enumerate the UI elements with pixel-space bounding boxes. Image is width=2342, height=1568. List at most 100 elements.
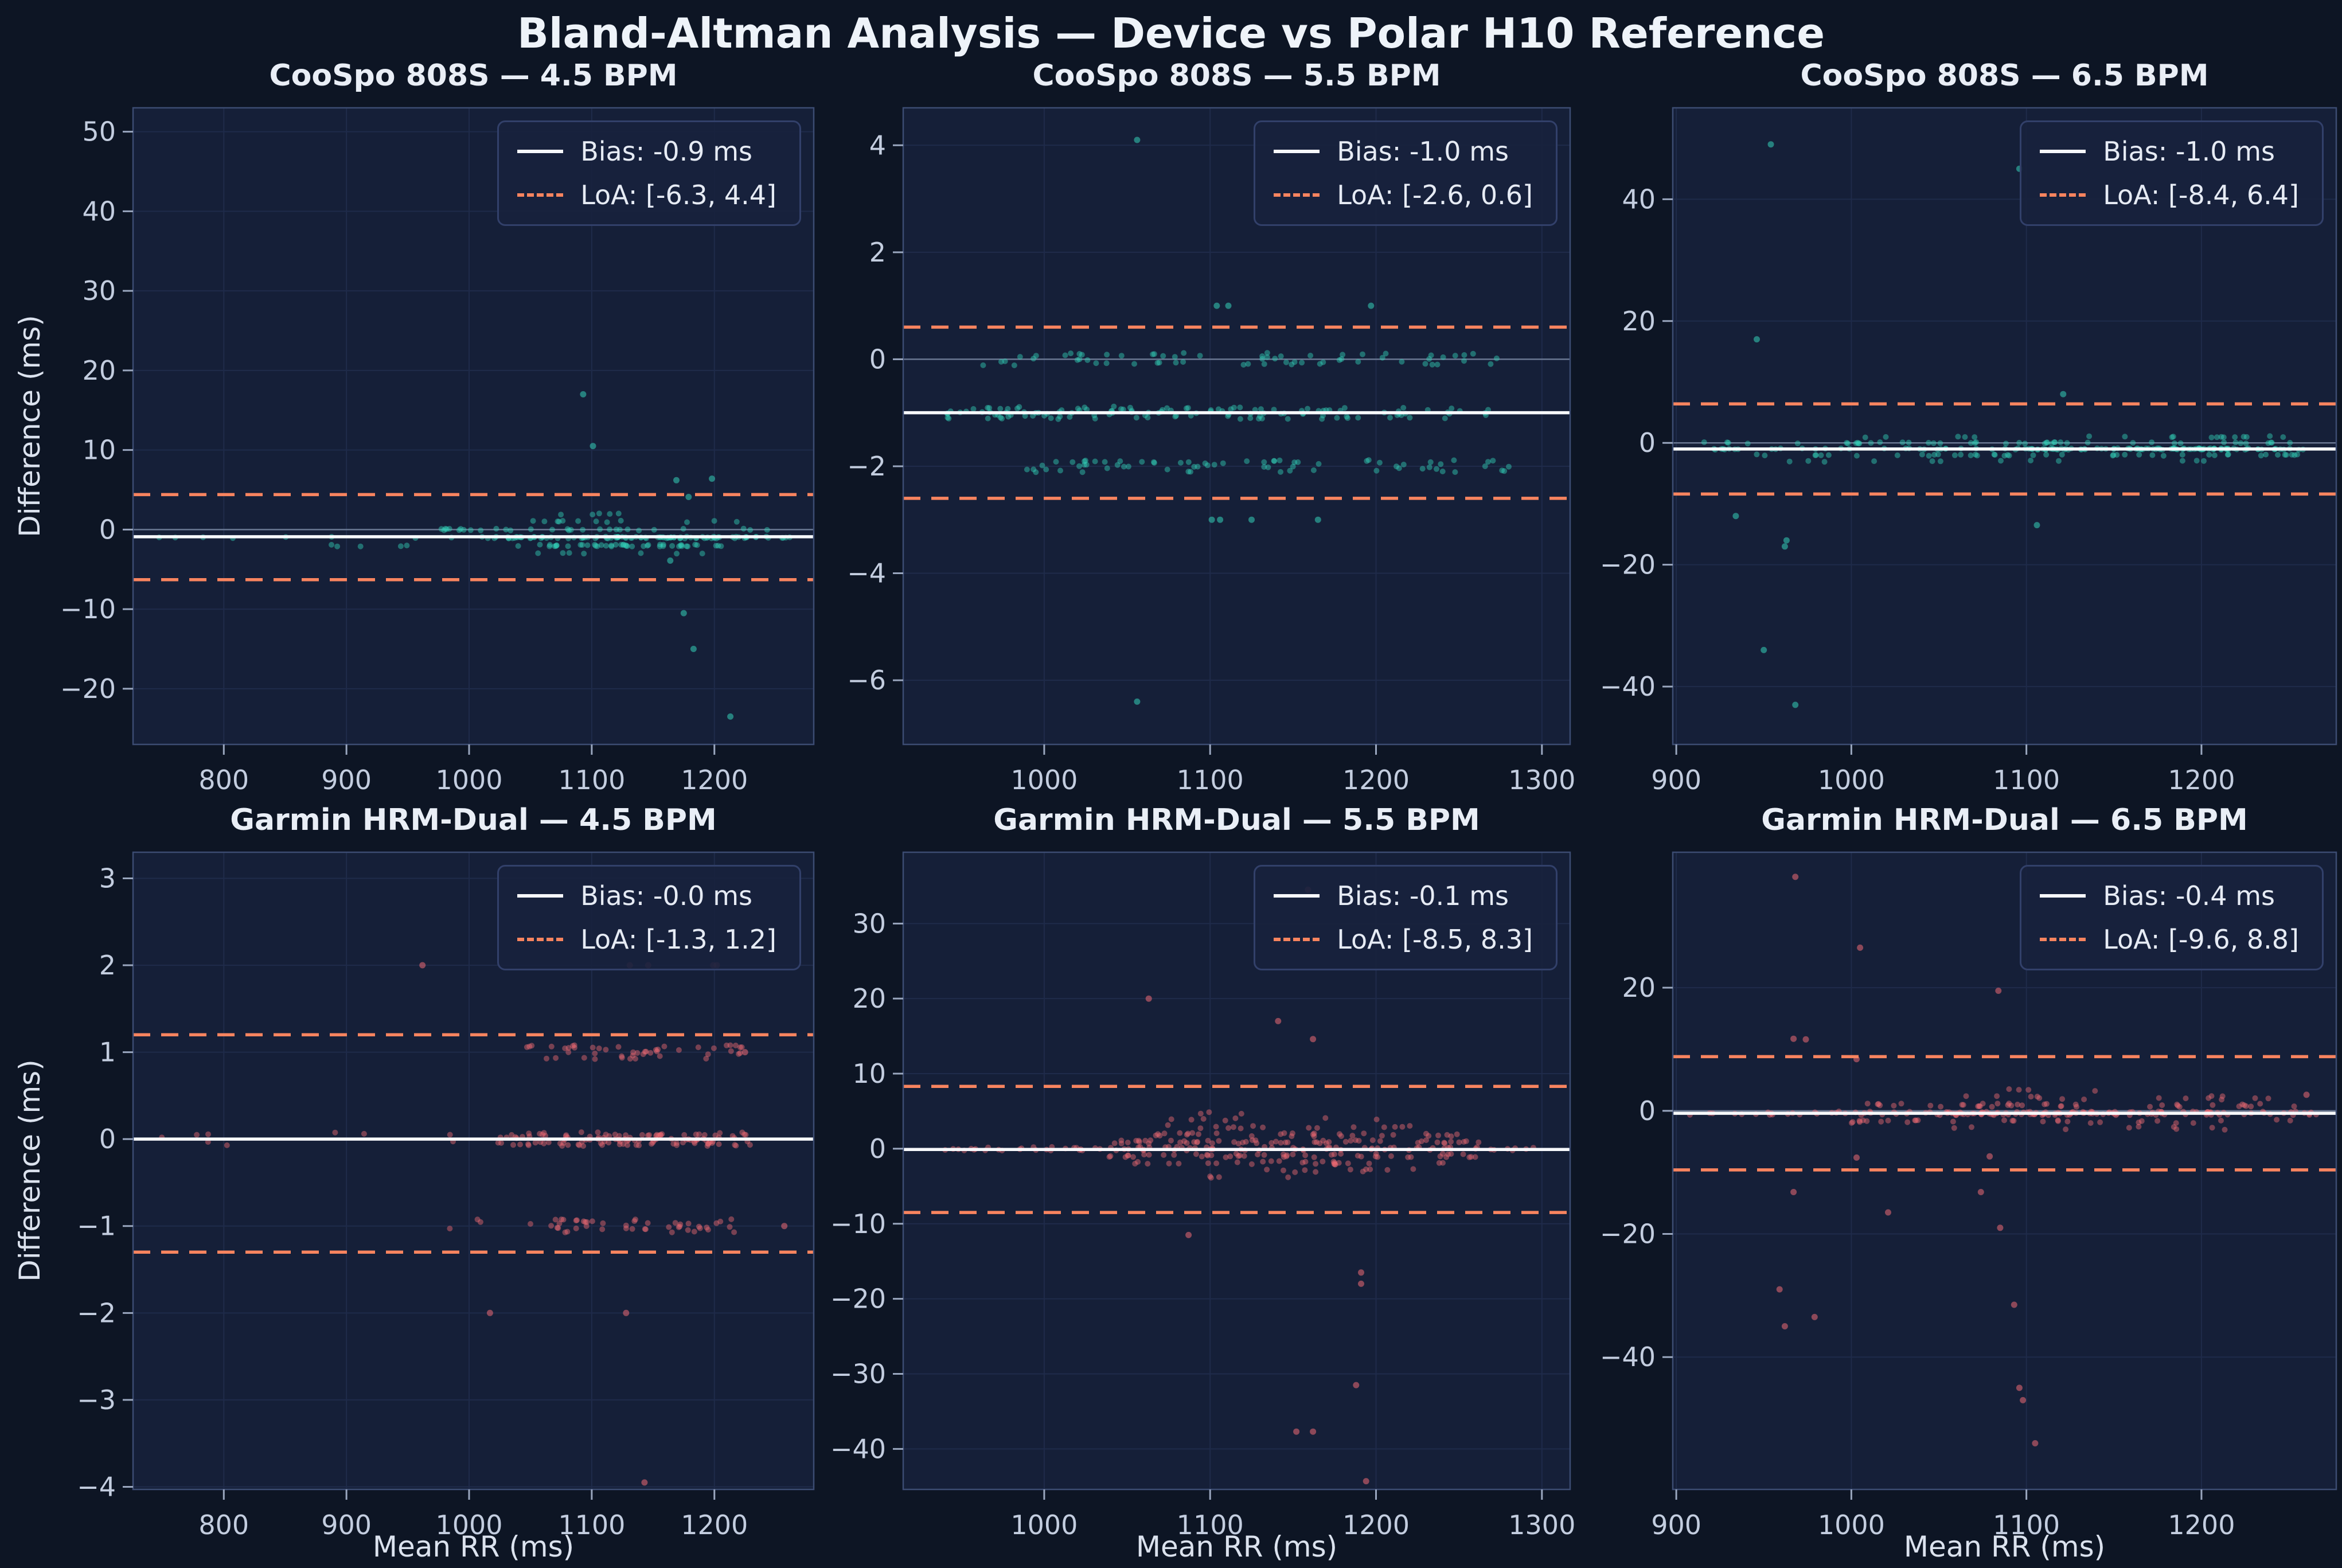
svg-text:1100: 1100 [558,1510,625,1540]
svg-text:1000: 1000 [1818,1510,1885,1540]
bias-line-swatch [517,894,564,898]
svg-text:1200: 1200 [1342,765,1410,795]
legend-bias-label: Bias: -0.4 ms [2103,880,2275,911]
legend-bias-label: Bias: -1.0 ms [1337,136,1509,167]
x-axis-label-col-1: Mean RR (ms) [372,1530,575,1563]
bias-line-swatch [2040,894,2086,898]
svg-text:20: 20 [82,355,116,386]
loa-line-swatch [517,193,564,197]
legend-bias-label: Bias: -0.0 ms [580,880,752,911]
svg-text:−40: −40 [830,1433,886,1464]
loa-line-swatch [1274,193,1320,197]
legend-item-loa: LoA: [-1.3, 1.2] [517,926,776,953]
legend-bias-label: Bias: -0.1 ms [1337,880,1509,911]
svg-text:20: 20 [1622,306,1656,337]
svg-text:−2: −2 [77,1297,116,1328]
svg-text:800: 800 [198,765,249,795]
svg-text:−4: −4 [77,1471,116,1502]
legend: Bias: -0.0 ms LoA: [-1.3, 1.2] [497,865,801,970]
legend-loa-label: LoA: [-8.4, 6.4] [2103,180,2299,210]
svg-text:800: 800 [198,1510,249,1540]
svg-text:30: 30 [82,275,116,306]
svg-text:0: 0 [1639,1095,1656,1126]
svg-text:10: 10 [82,435,116,466]
svg-text:20: 20 [1622,972,1656,1003]
svg-text:1000: 1000 [1010,765,1078,795]
svg-text:1000: 1000 [435,1510,502,1540]
legend-item-loa: LoA: [-9.6, 8.8] [2040,926,2299,953]
bias-line-swatch [517,150,564,153]
svg-text:1200: 1200 [681,1510,748,1540]
svg-text:900: 900 [1651,765,1701,795]
legend-bias-label: Bias: -0.9 ms [580,136,752,167]
legend-item-loa: LoA: [-6.3, 4.4] [517,182,776,208]
svg-text:30: 30 [852,908,886,939]
legend-item-bias: Bias: -0.4 ms [2040,883,2299,909]
svg-text:1300: 1300 [1508,1510,1575,1540]
svg-text:1000: 1000 [1818,765,1885,795]
svg-text:1100: 1100 [1177,765,1244,795]
svg-text:−1: −1 [77,1211,116,1242]
svg-text:10: 10 [852,1058,886,1089]
svg-text:900: 900 [1651,1510,1701,1540]
subplot-coospo-808s-5-5bpm: CooSpo 808S — 5.5 BPM 1000 1100 1200 1300 −6… [847,58,1575,795]
legend-loa-label: LoA: [-2.6, 0.6] [1337,180,1533,210]
svg-text:2: 2 [869,237,886,268]
svg-text:1200: 1200 [2168,1510,2235,1540]
svg-text:1000: 1000 [1010,1510,1078,1540]
svg-text:−20: −20 [1600,1219,1656,1250]
svg-text:0: 0 [869,344,886,375]
legend-item-loa: LoA: [-8.4, 6.4] [2040,182,2299,208]
svg-text:1200: 1200 [1342,1510,1410,1540]
legend-item-loa: LoA: [-2.6, 0.6] [1274,182,1533,208]
x-axis-label-col-2: Mean RR (ms) [1135,1530,1338,1563]
x-axis-label-col-3: Mean RR (ms) [1903,1530,2106,1563]
subplot-garmin-hrm-dual-6-5bpm: Garmin HRM-Dual — 6.5 BPM 900 1000 1100 120… [1600,803,2337,1540]
svg-text:−20: −20 [60,673,116,704]
plot-area: 800 900 1000 1100 1200 −4 −3 −2 −1 0 1 2 3 [77,851,815,1540]
svg-text:−20: −20 [830,1284,886,1315]
subplot-title: Garmin HRM-Dual — 4.5 BPM [230,803,717,837]
loa-line-swatch [1274,938,1320,941]
loa-line-swatch [2040,938,2086,941]
legend-item-bias: Bias: -0.9 ms [517,138,776,165]
bias-line-swatch [1274,894,1320,898]
svg-text:1200: 1200 [2168,765,2235,795]
svg-text:20: 20 [852,983,886,1014]
svg-text:1000: 1000 [435,765,502,795]
subplot-title: Garmin HRM-Dual — 6.5 BPM [1761,803,2248,837]
legend: Bias: -1.0 ms LoA: [-2.6, 0.6] [1254,120,1558,226]
svg-text:1100: 1100 [1993,1510,2060,1540]
subplot-title: CooSpo 808S — 5.5 BPM [1032,58,1441,93]
loa-line-swatch [2040,193,2086,197]
legend: Bias: -0.1 ms LoA: [-8.5, 8.3] [1254,865,1558,970]
legend: Bias: -1.0 ms LoA: [-8.4, 6.4] [2020,120,2324,226]
svg-text:50: 50 [82,116,116,147]
legend-loa-label: LoA: [-9.6, 8.8] [2103,924,2299,955]
svg-text:−6: −6 [847,665,886,696]
legend-item-loa: LoA: [-8.5, 8.3] [1274,926,1533,953]
svg-text:1200: 1200 [681,765,748,795]
legend-item-bias: Bias: -0.1 ms [1274,883,1533,909]
svg-text:−10: −10 [60,594,116,625]
subplot-title: CooSpo 808S — 6.5 BPM [1800,58,2209,93]
subplot-garmin-hrm-dual-4-5bpm: Garmin HRM-Dual — 4.5 BPM 800 900 1000 1100… [77,803,815,1540]
bias-line-swatch [2040,150,2086,153]
svg-text:1100: 1100 [1993,765,2060,795]
bias-line-swatch [1274,150,1320,153]
plot-area: 1000 1100 1200 1300 −6 −4 −2 0 2 4 [847,107,1575,795]
svg-text:−2: −2 [847,451,886,482]
svg-text:1: 1 [99,1037,116,1068]
svg-text:1300: 1300 [1508,765,1575,795]
svg-text:40: 40 [82,196,116,227]
svg-text:1100: 1100 [1177,1510,1244,1540]
svg-text:40: 40 [1622,184,1656,214]
svg-text:900: 900 [321,765,372,795]
legend-bias-label: Bias: -1.0 ms [2103,136,2275,167]
subplot-title: CooSpo 808S — 4.5 BPM [269,58,678,93]
legend-item-bias: Bias: -1.0 ms [1274,138,1533,165]
legend-loa-label: LoA: [-8.5, 8.3] [1337,924,1533,955]
legend-item-bias: Bias: -0.0 ms [517,883,776,909]
svg-text:1100: 1100 [558,765,625,795]
svg-text:900: 900 [321,1510,372,1540]
